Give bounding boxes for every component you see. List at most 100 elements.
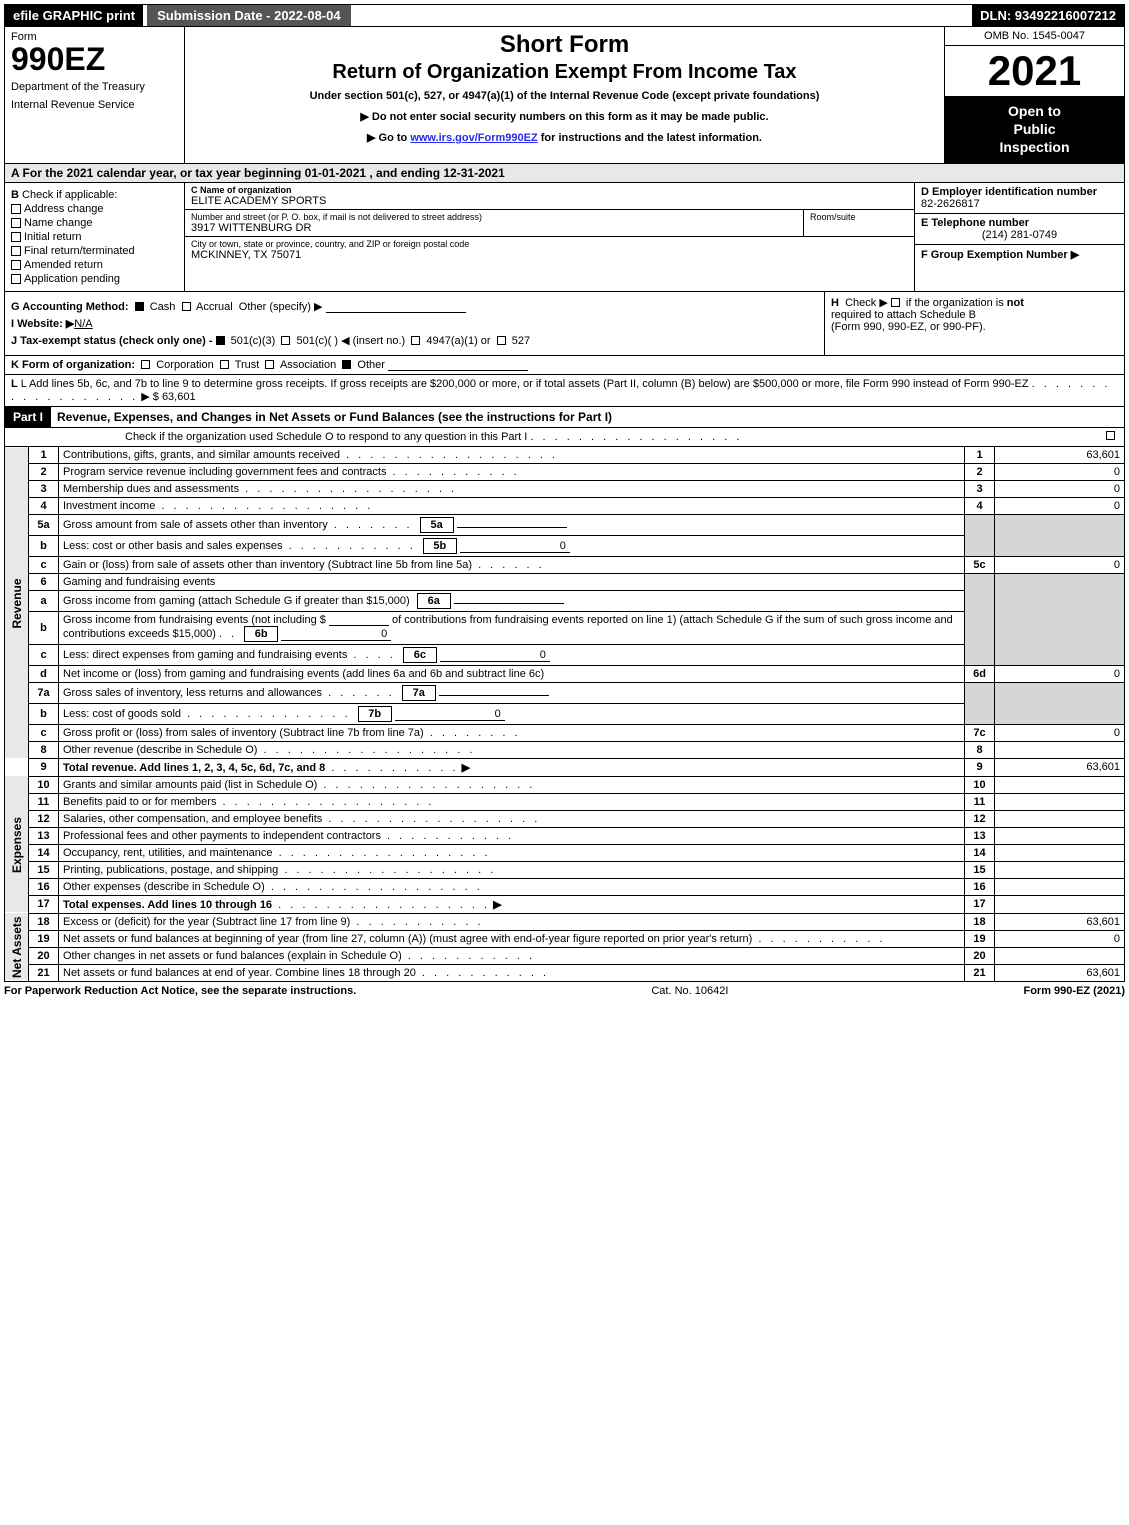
chk-address-change[interactable] <box>11 204 21 214</box>
part1-table: Revenue 1 Contributions, gifts, grants, … <box>4 447 1125 982</box>
footer-left: For Paperwork Reduction Act Notice, see … <box>4 985 356 997</box>
chk-association[interactable] <box>265 360 274 369</box>
desc-6: Gaming and fundraising events <box>59 573 965 590</box>
addr-val: 3917 WITTENBURG DR <box>191 222 797 234</box>
amt-5c: 0 <box>995 556 1125 573</box>
ln-1: 1 <box>29 447 59 464</box>
ln-7c: c <box>29 724 59 741</box>
amt-4: 0 <box>995 497 1125 514</box>
ln-18: 18 <box>29 913 59 930</box>
amt-6d: 0 <box>995 665 1125 682</box>
chk-schedule-o[interactable] <box>1106 431 1115 440</box>
opt-initial: Initial return <box>24 231 81 243</box>
lnr-21: 21 <box>965 964 995 981</box>
chk-4947[interactable] <box>411 336 420 345</box>
desc-18-text: Excess or (deficit) for the year (Subtra… <box>63 916 350 928</box>
desc-7c-text: Gross profit or (loss) from sales of inv… <box>63 727 424 739</box>
line-k: K Form of organization: Corporation Trus… <box>4 356 1125 375</box>
desc-5a: Gross amount from sale of assets other t… <box>59 514 965 535</box>
col-def: D Employer identification number 82-2626… <box>914 183 1124 291</box>
dots-15: . . . . . . . . . . . . . . . . . . <box>278 864 496 876</box>
row-19: 19 Net assets or fund balances at beginn… <box>5 930 1125 947</box>
row-16: 16 Other expenses (describe in Schedule … <box>5 878 1125 895</box>
row-11: 11 Benefits paid to or for members . . .… <box>5 793 1125 810</box>
dots-7b: . . . . . . . . . . . . . . <box>181 708 351 720</box>
top-bar: efile GRAPHIC print Submission Date - 20… <box>4 4 1125 27</box>
box-6c: 6c <box>403 647 437 663</box>
row-17: 17 Total expenses. Add lines 10 through … <box>5 895 1125 913</box>
lnr-7ab-grey <box>965 682 995 724</box>
chk-accrual[interactable] <box>182 302 191 311</box>
val-7b: 0 <box>395 708 505 721</box>
dots-8: . . . . . . . . . . . . . . . . . . <box>257 744 475 756</box>
row-7c: c Gross profit or (loss) from sales of i… <box>5 724 1125 741</box>
lnr-11: 11 <box>965 793 995 810</box>
amt-5ab-grey <box>995 514 1125 556</box>
header-mid: Short Form Return of Organization Exempt… <box>185 27 944 163</box>
i-label: I Website: ▶ <box>11 318 74 330</box>
chk-trust[interactable] <box>220 360 229 369</box>
desc-21: Net assets or fund balances at end of ye… <box>59 964 965 981</box>
g-other-blank[interactable] <box>326 312 466 313</box>
chk-corporation[interactable] <box>141 360 150 369</box>
amt-18: 63,601 <box>995 913 1125 930</box>
desc-15: Printing, publications, postage, and shi… <box>59 861 965 878</box>
desc-12: Salaries, other compensation, and employ… <box>59 810 965 827</box>
b-label: B <box>11 189 19 201</box>
efile-label: efile GRAPHIC print <box>5 5 143 26</box>
title-return: Return of Organization Exempt From Incom… <box>191 61 938 84</box>
instruct-goto: ▶ Go to www.irs.gov/Form990EZ for instru… <box>191 131 938 144</box>
room-cell: Room/suite <box>804 210 914 237</box>
l-amount: ▶ $ 63,601 <box>141 391 195 403</box>
ln-2: 2 <box>29 463 59 480</box>
lnr-5ab-grey <box>965 514 995 556</box>
chk-name-change[interactable] <box>11 218 21 228</box>
dln-label: DLN: 93492216007212 <box>972 5 1124 26</box>
subtitle: Under section 501(c), 527, or 4947(a)(1)… <box>191 90 938 102</box>
desc-12-text: Salaries, other compensation, and employ… <box>63 813 322 825</box>
part1-title: Revenue, Expenses, and Changes in Net As… <box>51 407 618 427</box>
h-if: if the organization is <box>906 297 1007 309</box>
desc-16: Other expenses (describe in Schedule O) … <box>59 878 965 895</box>
amt-7ab-grey <box>995 682 1125 724</box>
row-18: Net Assets 18 Excess or (deficit) for th… <box>5 913 1125 930</box>
k-other-blank[interactable] <box>388 370 528 371</box>
chk-527[interactable] <box>497 336 506 345</box>
l-text: L Add lines 5b, 6c, and 7b to line 9 to … <box>21 378 1029 390</box>
h-letter: H <box>831 297 839 309</box>
city-label: City or town, state or province, country… <box>191 239 908 249</box>
part1-header-row: Part I Revenue, Expenses, and Changes in… <box>4 407 1125 428</box>
chk-501c3[interactable] <box>216 336 225 345</box>
amt-7c: 0 <box>995 724 1125 741</box>
chk-501c[interactable] <box>281 336 290 345</box>
chk-cash[interactable] <box>135 302 144 311</box>
ln-6d: d <box>29 665 59 682</box>
amt-12 <box>995 810 1125 827</box>
chk-h[interactable] <box>891 298 900 307</box>
opt-final: Final return/terminated <box>24 245 135 257</box>
chk-application-pending[interactable] <box>11 274 21 284</box>
dots-2: . . . . . . . . . . . <box>386 466 519 478</box>
irs-link[interactable]: www.irs.gov/Form990EZ <box>410 132 537 144</box>
org-name: ELITE ACADEMY SPORTS <box>191 195 908 207</box>
row-6b: b Gross income from fundraising events (… <box>5 611 1125 644</box>
desc-16-text: Other expenses (describe in Schedule O) <box>63 881 265 893</box>
open-2: Public <box>947 120 1122 138</box>
chk-other-org[interactable] <box>342 360 351 369</box>
row-7a: 7a Gross sales of inventory, less return… <box>5 682 1125 703</box>
desc-5c: Gain or (loss) from sale of assets other… <box>59 556 965 573</box>
box-5b: 5b <box>423 538 457 554</box>
chk-initial-return[interactable] <box>11 232 21 242</box>
desc-7b-text: Less: cost of goods sold <box>63 708 181 720</box>
footer-right-post: (2021) <box>1090 985 1125 997</box>
dept-treasury: Department of the Treasury <box>11 81 178 93</box>
lnr-2: 2 <box>965 463 995 480</box>
chk-amended[interactable] <box>11 260 21 270</box>
blank-6b[interactable] <box>329 625 389 626</box>
chk-final-return[interactable] <box>11 246 21 256</box>
check-if: Check if applicable: <box>22 189 117 201</box>
title-short-form: Short Form <box>191 31 938 59</box>
line-g: G Accounting Method: Cash Accrual Other … <box>11 300 818 313</box>
d-cell: D Employer identification number 82-2626… <box>915 183 1124 214</box>
row-14: 14 Occupancy, rent, utilities, and maint… <box>5 844 1125 861</box>
